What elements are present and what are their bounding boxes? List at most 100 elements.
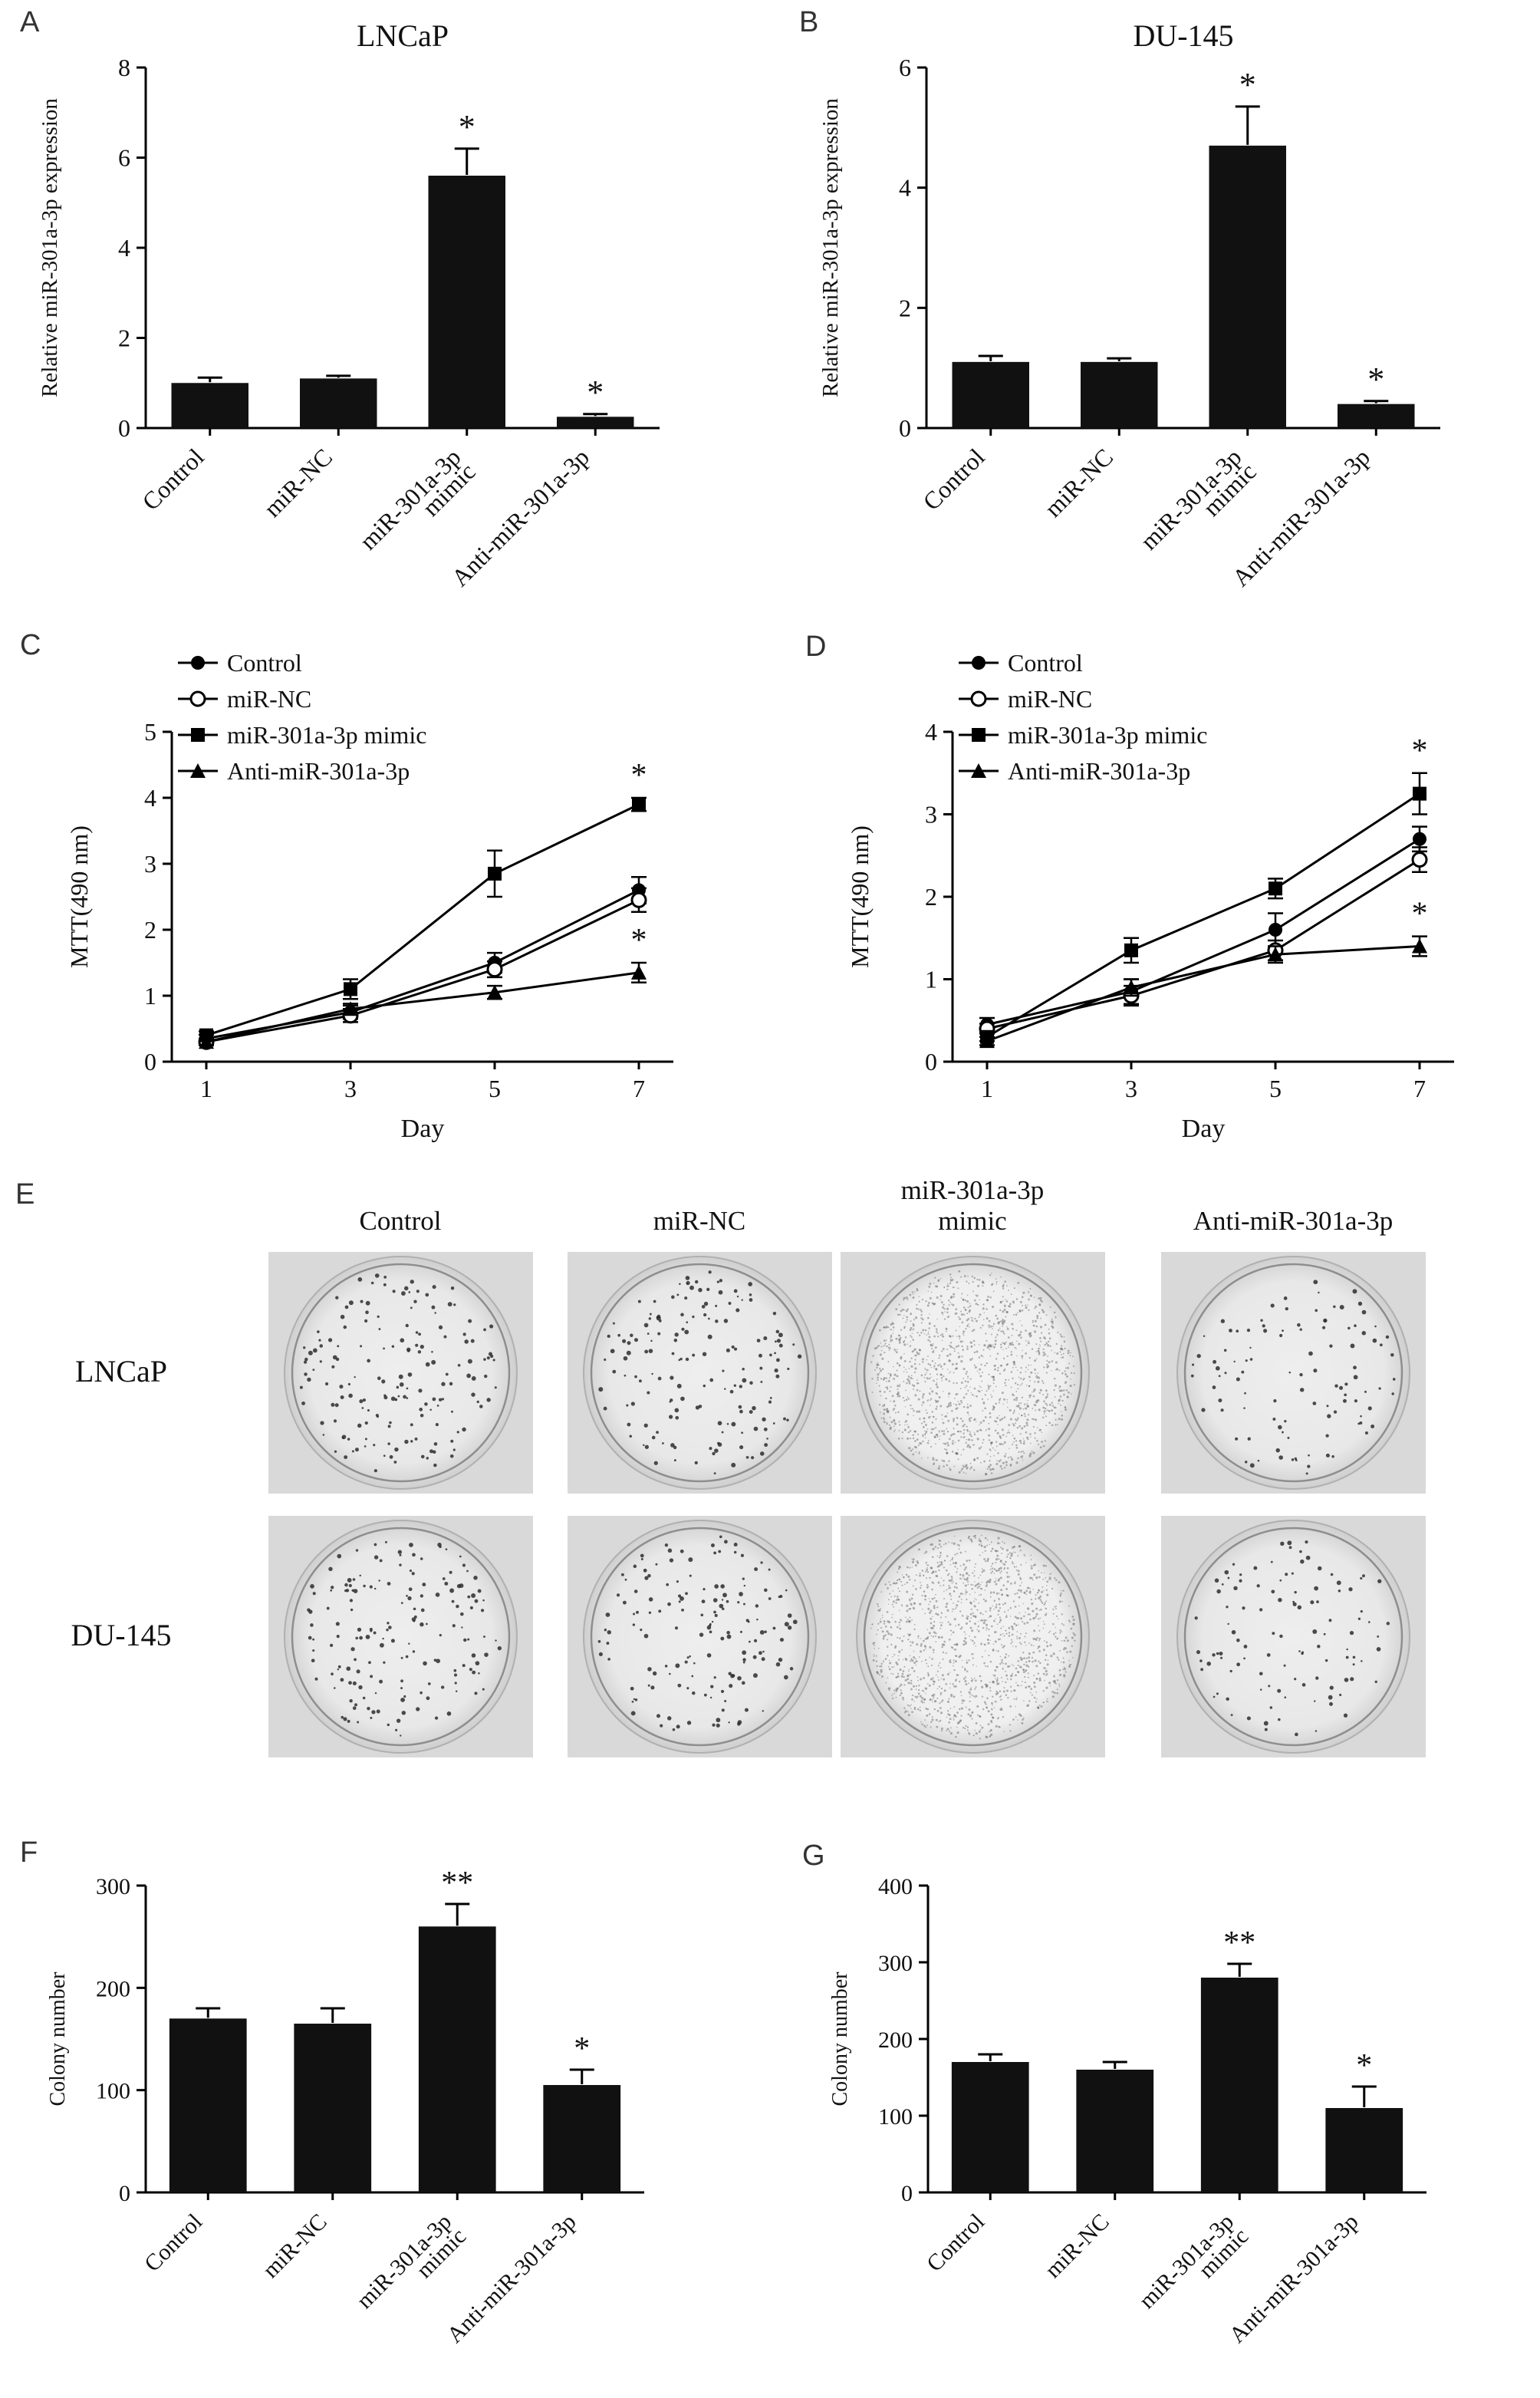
- svg-text:3: 3: [344, 1075, 357, 1102]
- svg-text:300: 300: [878, 1951, 913, 1976]
- svg-text:4: 4: [144, 784, 156, 812]
- svg-text:400: 400: [878, 1874, 913, 1899]
- svg-text:2: 2: [144, 916, 156, 944]
- column-header-anti: Anti-miR-301a-3p: [1193, 1206, 1394, 1236]
- dish-du145-mimic: [841, 1516, 1105, 1757]
- svg-text:0: 0: [118, 414, 130, 442]
- svg-text:6: 6: [899, 54, 911, 81]
- svg-text:4: 4: [899, 174, 911, 202]
- panel-b-label: B: [799, 6, 819, 38]
- dish-du145-control: [268, 1516, 533, 1757]
- column-header-mimic: miR-301a-3p mimic: [900, 1175, 1045, 1236]
- chart-g-du145-colony-bar: 0 100 200 300 400 Colony number Control miR-NC *…: [828, 1874, 1426, 2348]
- svg-text:Control: Control: [1008, 649, 1083, 677]
- dish-du145-anti: [1161, 1516, 1426, 1757]
- svg-text:3: 3: [1125, 1075, 1137, 1102]
- svg-text:2: 2: [118, 324, 130, 352]
- svg-text:LNCaP: LNCaP: [357, 18, 449, 53]
- svg-text:miR-NC: miR-NC: [1040, 2209, 1114, 2283]
- svg-text:*: *: [1239, 66, 1256, 104]
- panel-d-label: D: [805, 631, 827, 663]
- svg-text:100: 100: [96, 2079, 130, 2104]
- chart-b-du145-expression-bar: DU-145 0 2 4 6 Relative miR-301a-3p expressio…: [818, 18, 1440, 591]
- svg-text:*: *: [631, 758, 647, 793]
- panel-c-label: C: [20, 629, 41, 661]
- svg-text:4: 4: [925, 718, 937, 746]
- svg-text:5: 5: [489, 1075, 501, 1102]
- column-header-control: Control: [359, 1206, 442, 1236]
- svg-text:Control: Control: [227, 649, 302, 677]
- chart-a-lncap-expression-bar: LNCaP 0 2 4 6 8 Relative miR-301a-3p expressio…: [38, 18, 660, 591]
- svg-text:0: 0: [899, 414, 911, 442]
- svg-text:MTT(490 nm): MTT(490 nm): [846, 825, 874, 968]
- svg-text:0: 0: [901, 2181, 913, 2206]
- svg-text:**: **: [441, 1866, 473, 1901]
- svg-text:Anti-miR-301a-3p: Anti-miR-301a-3p: [1008, 757, 1190, 785]
- svg-text:7: 7: [633, 1075, 645, 1102]
- svg-text:*: *: [1367, 361, 1384, 398]
- svg-text:Relative miR-301a-3p expressi: Relative miR-301a-3p expression: [38, 98, 62, 397]
- svg-text:*: *: [574, 2031, 590, 2067]
- svg-text:miR-301a-3p mimic: miR-301a-3p mimic: [1008, 721, 1207, 749]
- svg-text:miR-NC: miR-NC: [258, 2209, 331, 2283]
- svg-text:miR-301a-3p mimic: miR-301a-3p mimic: [227, 721, 426, 749]
- svg-text:Colony number: Colony number: [828, 1971, 852, 2106]
- svg-text:**: **: [1223, 1925, 1255, 1961]
- svg-text:300: 300: [96, 1874, 130, 1899]
- row-label-lncap: LNCaP: [75, 1354, 167, 1388]
- svg-text:Control: Control: [137, 443, 209, 516]
- panel-f-label: F: [20, 1836, 38, 1869]
- dish-lncap-mimic: [841, 1252, 1105, 1494]
- chart-c-lncap-mtt-line: 0 1 2 3 4 5 1 3 5 7 Day MTT(490 nm) * * Control miR-NC m…: [65, 649, 673, 1143]
- svg-text:2: 2: [925, 883, 937, 911]
- svg-text:100: 100: [878, 2104, 913, 2130]
- svg-text:DU-145: DU-145: [1133, 18, 1233, 53]
- svg-text:Day: Day: [1182, 1115, 1226, 1143]
- svg-text:1: 1: [200, 1075, 212, 1102]
- panel-a-label: A: [20, 6, 40, 38]
- dish-lncap-mir-nc: [568, 1252, 832, 1494]
- svg-text:0: 0: [925, 1048, 937, 1075]
- panel-g-label: G: [802, 1840, 825, 1872]
- svg-text:*: *: [1412, 897, 1428, 932]
- svg-text:miR-NC: miR-NC: [1039, 443, 1118, 522]
- svg-text:MTT(490 nm): MTT(490 nm): [65, 825, 93, 968]
- svg-text:miR-NC: miR-NC: [227, 685, 311, 713]
- dish-lncap-anti: [1161, 1252, 1426, 1494]
- svg-text:Control: Control: [140, 2209, 207, 2277]
- svg-text:4: 4: [118, 234, 130, 262]
- svg-text:miR-NC: miR-NC: [1008, 685, 1092, 713]
- svg-text:200: 200: [96, 1976, 130, 2001]
- dish-du145-mir-nc: [568, 1516, 832, 1757]
- svg-text:Anti-miR-301a-3p: Anti-miR-301a-3p: [227, 757, 410, 785]
- svg-text:*: *: [1412, 733, 1428, 769]
- svg-text:3: 3: [925, 801, 937, 828]
- svg-text:*: *: [631, 923, 647, 958]
- svg-text:2: 2: [899, 294, 911, 321]
- svg-text:0: 0: [144, 1048, 156, 1075]
- svg-text:Day: Day: [401, 1115, 445, 1143]
- svg-text:0: 0: [119, 2181, 130, 2206]
- svg-text:Control: Control: [917, 443, 990, 516]
- svg-text:Anti-miR-301a-3p: Anti-miR-301a-3p: [442, 2209, 581, 2348]
- panel-e-label: E: [15, 1178, 35, 1211]
- svg-text:8: 8: [118, 54, 130, 81]
- svg-text:3: 3: [144, 850, 156, 878]
- svg-text:5: 5: [1269, 1075, 1282, 1102]
- svg-text:200: 200: [878, 2027, 913, 2053]
- svg-text:Anti-miR-301a-3p: Anti-miR-301a-3p: [1224, 2209, 1363, 2348]
- svg-text:5: 5: [144, 718, 156, 746]
- svg-text:*: *: [587, 374, 604, 411]
- svg-text:Relative miR-301a-3p expressi: Relative miR-301a-3p expression: [818, 98, 843, 397]
- svg-text:*: *: [1356, 2048, 1372, 2083]
- svg-text:1: 1: [144, 982, 156, 1010]
- svg-text:1: 1: [981, 1075, 993, 1102]
- svg-text:miR-NC: miR-NC: [258, 443, 337, 522]
- svg-text:*: *: [459, 108, 475, 146]
- svg-text:6: 6: [118, 144, 130, 172]
- svg-text:7: 7: [1413, 1075, 1426, 1102]
- svg-text:Control: Control: [922, 2209, 989, 2277]
- dish-lncap-control: [268, 1252, 533, 1494]
